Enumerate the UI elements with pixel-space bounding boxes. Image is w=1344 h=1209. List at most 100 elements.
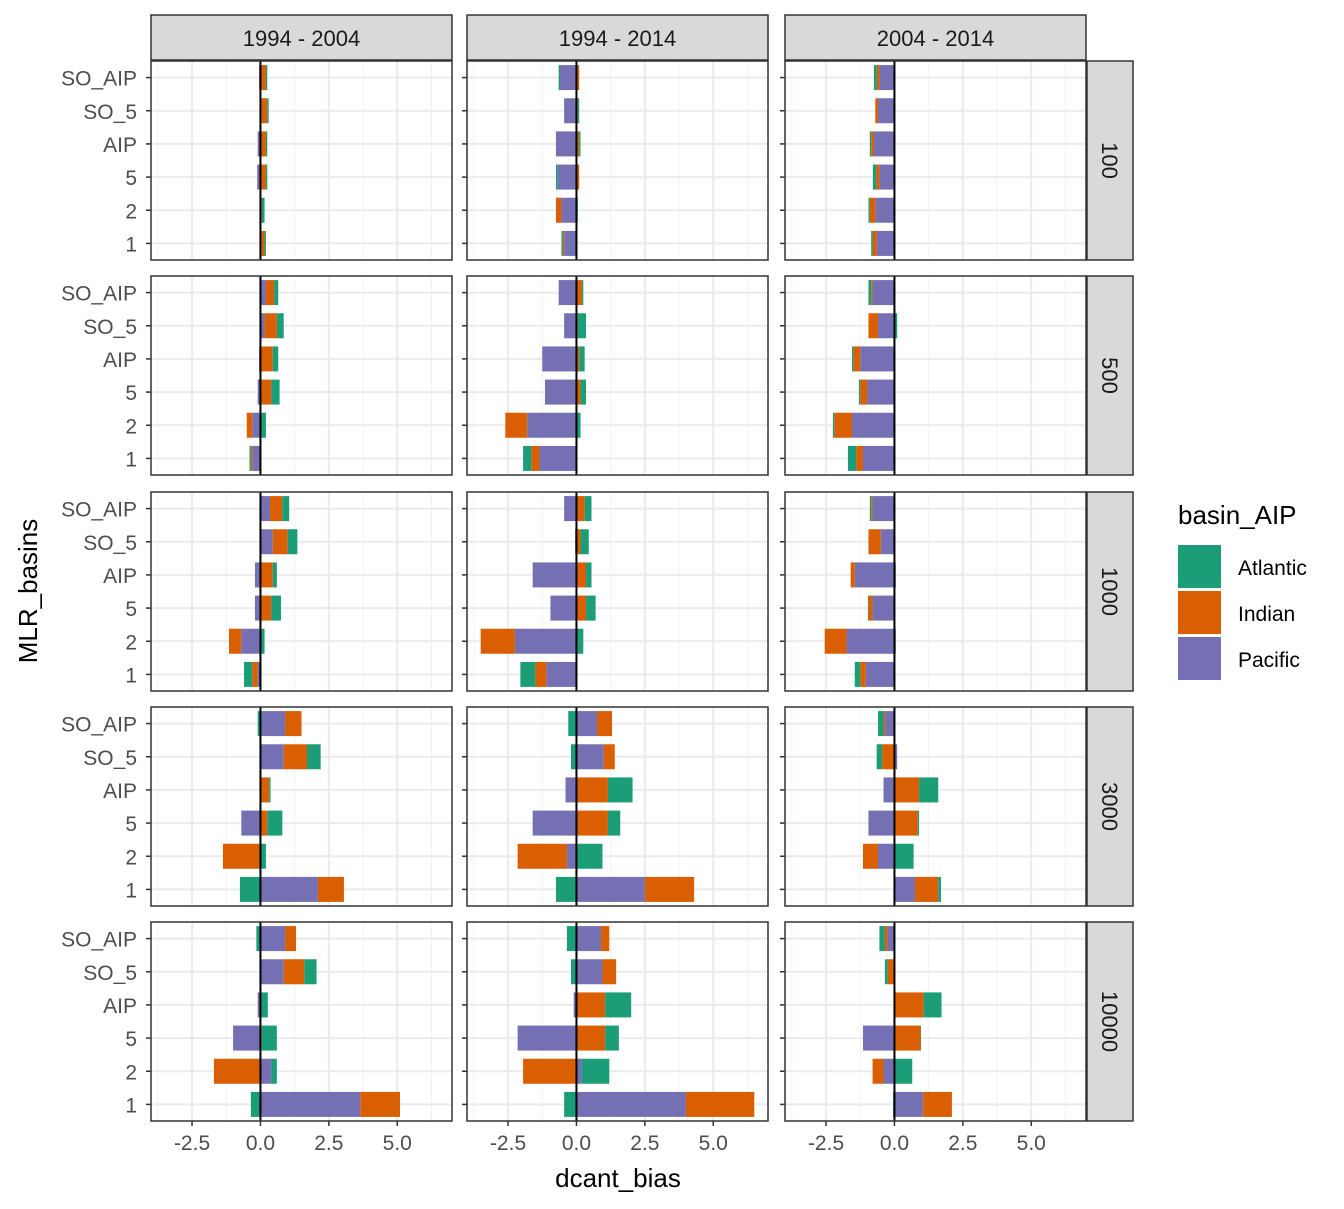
- bar-pacific-2: [875, 197, 895, 223]
- bar-pacific-2: [241, 628, 261, 654]
- strip-label: 2004 - 2014: [877, 26, 994, 51]
- y-tick-label: 2: [125, 846, 137, 869]
- panel-500-2004-2014: [784, 275, 1087, 476]
- bar-indian-2: [517, 843, 567, 869]
- y-tick-label: 1: [125, 664, 137, 687]
- bar-pacific-1: [260, 876, 318, 902]
- bar-indian-2: [555, 197, 562, 223]
- strip-col-1994-2014: 1994 - 2014: [466, 14, 769, 61]
- bar-indian-aip: [576, 131, 580, 157]
- panel-background: [151, 276, 452, 475]
- bar-indian-so-5: [283, 744, 307, 770]
- bar-indian-so-aip: [871, 280, 873, 306]
- bar-atlantic-aip: [923, 992, 942, 1018]
- strip-background: [1086, 706, 1134, 907]
- bar-atlantic-5: [271, 595, 281, 621]
- y-tick-label: 5: [125, 1028, 137, 1051]
- bar-pacific-5: [254, 595, 261, 621]
- bar-indian-so-5: [887, 959, 895, 985]
- bar-indian-aip: [894, 777, 920, 803]
- legend-item-atlantic: Atlantic: [1178, 545, 1307, 588]
- panel-background: [151, 707, 452, 906]
- panel-background: [467, 276, 768, 475]
- bar-atlantic-so-aip: [869, 496, 872, 522]
- bar-pacific-1: [862, 445, 895, 471]
- panel-border: [466, 275, 769, 476]
- bar-atlantic-1: [523, 445, 532, 471]
- panel-border: [784, 921, 1087, 1122]
- x-tick-label: 5.0: [1017, 1132, 1046, 1155]
- bar-atlantic-aip: [852, 346, 854, 372]
- legend-item-indian: Indian: [1178, 591, 1295, 634]
- bar-indian-5: [260, 595, 272, 621]
- bar-atlantic-so-aip: [878, 711, 884, 737]
- bar-indian-1: [535, 661, 547, 687]
- bar-indian-so-5: [261, 98, 268, 124]
- bar-atlantic-so-5: [580, 529, 589, 555]
- bar-indian-so-5: [875, 98, 879, 124]
- bar-pacific-5: [550, 595, 577, 621]
- bar-pacific-2: [527, 412, 577, 438]
- bar-indian-5: [260, 164, 266, 190]
- panel-background: [467, 61, 768, 260]
- bar-atlantic-5: [261, 1025, 277, 1051]
- bar-indian-so-5: [868, 313, 879, 339]
- y-tick-label: AIP: [103, 349, 137, 372]
- y-tick-label: AIP: [103, 780, 137, 803]
- bar-indian-so-5: [603, 744, 615, 770]
- strip-label: 500: [1097, 357, 1122, 394]
- panel-background: [151, 492, 452, 691]
- bar-atlantic-so-aip: [256, 926, 261, 952]
- bar-atlantic-2: [576, 843, 603, 869]
- bar-pacific-so-5: [564, 98, 577, 124]
- bar-pacific-so-aip: [564, 496, 577, 522]
- bar-indian-so-aip: [285, 711, 302, 737]
- strip-row-500: 500: [1086, 275, 1134, 476]
- bar-pacific-so-aip: [260, 711, 286, 737]
- bar-pacific-so-aip: [558, 280, 577, 306]
- y-tick-label: 5: [125, 598, 137, 621]
- bar-indian-5: [576, 1025, 606, 1051]
- panel-background: [785, 276, 1086, 475]
- bar-indian-so-5: [576, 529, 581, 555]
- bar-atlantic-so-5: [894, 313, 898, 339]
- bar-indian-so-aip: [270, 496, 283, 522]
- bar-indian-so-aip: [876, 65, 880, 91]
- bar-atlantic-so-aip: [274, 280, 279, 306]
- row-strips: 100 500 1000 3000 10000: [1086, 60, 1134, 1122]
- legend-swatch: [1178, 545, 1221, 588]
- bar-indian-5: [576, 810, 608, 836]
- bar-atlantic-aip: [272, 346, 279, 372]
- bar-pacific-aip: [257, 131, 261, 157]
- bar-atlantic-1: [555, 876, 577, 902]
- bar-atlantic-2: [260, 412, 266, 438]
- bar-pacific-2: [846, 628, 895, 654]
- bar-pacific-so-5: [576, 959, 603, 985]
- column-strips: 1994 - 2004 1994 - 2014 2004 - 2014: [150, 14, 1087, 61]
- strip-background: [1086, 275, 1134, 476]
- y-tick-label: SO_AIP: [61, 714, 137, 737]
- bar-indian-so-aip: [260, 65, 266, 91]
- bar-atlantic-2: [261, 197, 265, 223]
- x-tick-label: 0.0: [246, 1132, 275, 1155]
- bar-atlantic-5: [917, 810, 920, 836]
- panel-1000-1994-2004: [150, 491, 453, 692]
- bar-pacific-aip: [555, 131, 577, 157]
- bar-indian-5: [894, 1025, 921, 1051]
- panel-border: [150, 491, 453, 692]
- bar-atlantic-so-aip: [265, 65, 268, 91]
- bar-pacific-5: [241, 810, 261, 836]
- panel-3000-2004-2014: [784, 706, 1087, 907]
- x-axis-title: dcant_bias: [555, 1163, 681, 1193]
- bar-atlantic-2: [894, 843, 914, 869]
- bar-atlantic-so-aip: [257, 711, 261, 737]
- bar-atlantic-aip: [269, 777, 271, 803]
- bar-pacific-aip: [573, 992, 577, 1018]
- panel-background: [785, 922, 1086, 1121]
- legend-label: Indian: [1238, 603, 1295, 626]
- bar-indian-so-aip: [265, 280, 275, 306]
- bar-pacific-1: [576, 1091, 686, 1117]
- bar-pacific-so-5: [260, 959, 284, 985]
- bar-pacific-so-aip: [260, 280, 266, 306]
- bar-atlantic-5: [605, 1025, 619, 1051]
